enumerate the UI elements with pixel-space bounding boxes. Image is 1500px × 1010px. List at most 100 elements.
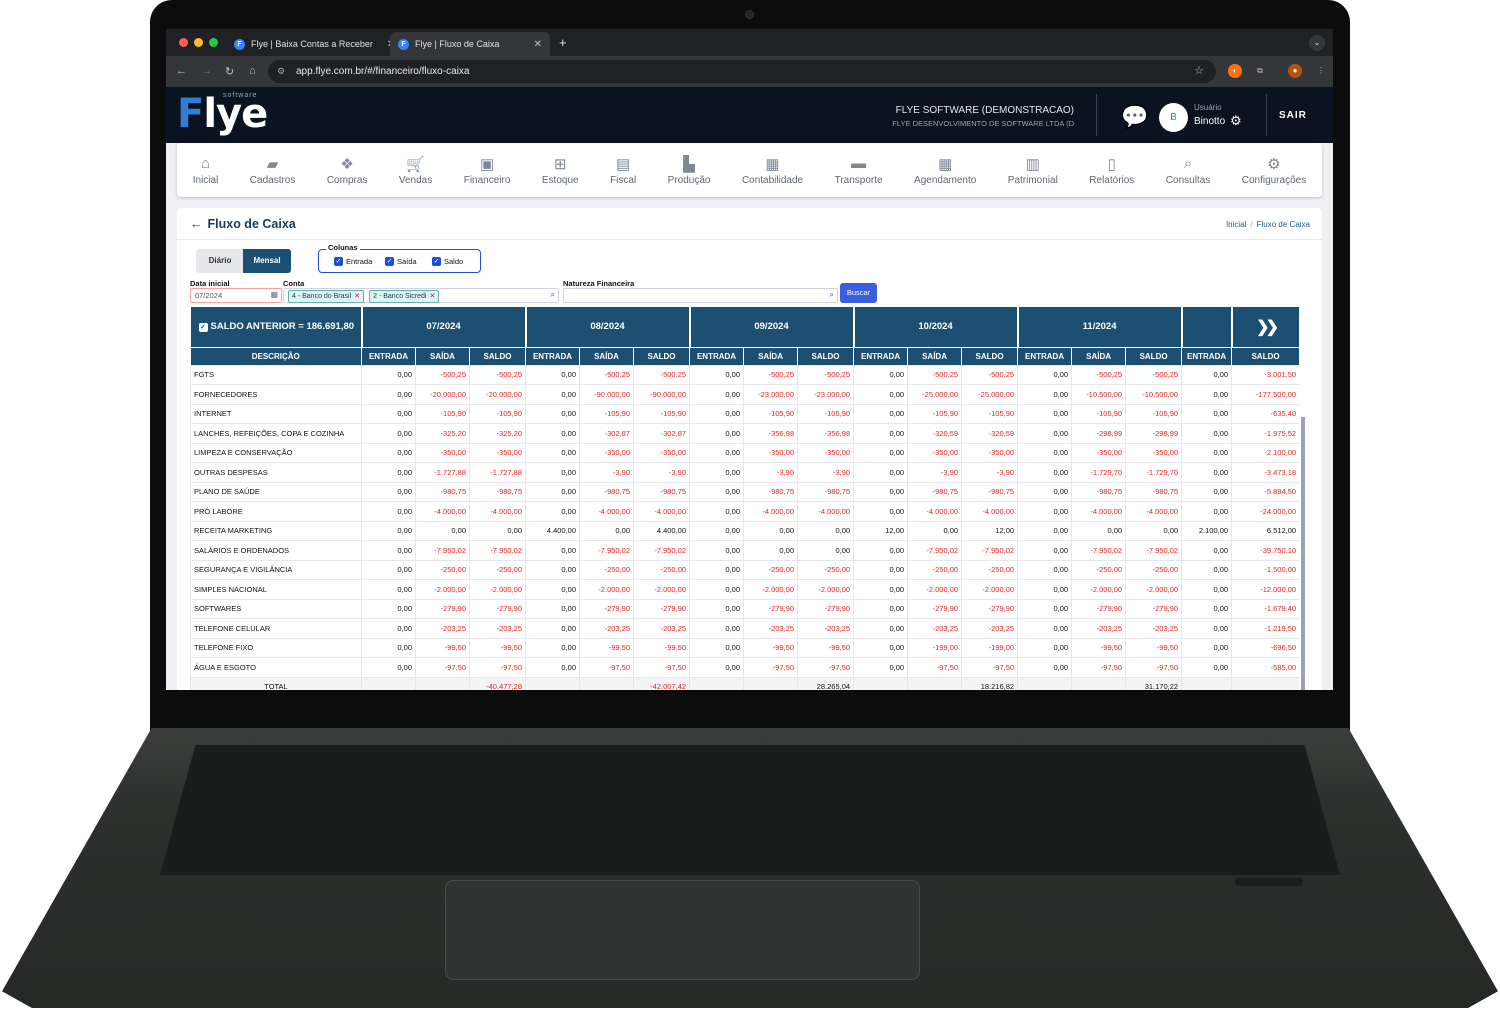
table-cell: 0,00 <box>689 579 745 600</box>
table-cell: -97,50 <box>633 657 691 678</box>
grid-scrollbar[interactable] <box>1301 417 1305 690</box>
browser-tab-1[interactable]: F Flye | Baixa Contas a Receber ✕ <box>226 32 403 56</box>
table-row[interactable]: TELEFONE CELULAR 0,00 -203,25 -203,25 0,00 -2… <box>190 618 1299 639</box>
site-info-icon[interactable]: ⚙ <box>277 66 286 76</box>
calendar-icon[interactable]: ▦ <box>270 290 278 299</box>
table-cell: -500,25 <box>797 364 855 385</box>
saldo-anterior-header[interactable]: ✓ SALDO ANTERIOR = 186.691,80 <box>190 307 363 347</box>
col-saldo-header: SALDO <box>633 346 691 365</box>
total-cell <box>743 676 799 690</box>
total-cell <box>1181 676 1233 690</box>
settings-gear-icon[interactable]: ⚙ <box>1230 113 1242 128</box>
table-row[interactable]: SALÁRIOS E ORDENADOS 0,00 -7.950,02 -7.950,… <box>190 540 1299 561</box>
view-diario-button[interactable]: Diário <box>196 249 244 273</box>
table-row[interactable]: SEGURANÇA E VIGILÂNCIA 0,00 -250,00 -250,00… <box>190 559 1299 580</box>
table-row[interactable]: INTERNET 0,00 -105,90 -105,90 0,00 -105,90 -10… <box>190 403 1299 424</box>
extensions-puzzle-icon[interactable]: ⧉ <box>1257 66 1263 75</box>
breadcrumb-inicial[interactable]: Inicial <box>1225 220 1247 229</box>
minimize-window-button[interactable] <box>194 38 203 47</box>
table-cell: 0,00 <box>525 540 581 561</box>
menu-label: Patrimonial <box>1007 174 1058 186</box>
conta-multiselect[interactable]: 4 - Banco do Brasil ✕ 2 - Banco Sicredi ✕ … <box>283 288 559 303</box>
total-cell <box>1071 676 1127 690</box>
table-cell: 0,00 <box>361 384 416 405</box>
maximize-window-button[interactable] <box>209 38 218 47</box>
menu-item-estoque[interactable]: ⊞ Estoque <box>542 155 579 186</box>
remove-chip-icon[interactable]: ✕ <box>354 293 361 300</box>
avatar[interactable]: B <box>1159 103 1188 132</box>
search-icon[interactable]: ⌕ <box>829 290 834 299</box>
forward-arrow-icon[interactable]: → <box>201 65 212 77</box>
table-row[interactable]: FGTS 0,00 -500,25 -500,25 0,00 -500,25 -500,25… <box>190 364 1299 385</box>
col-saida-checkbox[interactable]: ✓ Saída <box>385 257 417 266</box>
close-tab-icon[interactable]: ✕ <box>533 38 542 50</box>
menu-item-inicial[interactable]: ⌂ Inicial <box>193 155 219 186</box>
browser-tab-2[interactable]: F Flye | Fluxo de Caixa ✕ <box>390 32 550 56</box>
table-row[interactable]: ÁGUA E ESGOTO 0,00 -97,50 -97,50 0,00 -97,50-… <box>190 657 1299 678</box>
buscar-button[interactable]: Buscar <box>840 283 877 303</box>
table-row[interactable]: SIMPLES NACIONAL 0,00 -2.000,00 -2.000,00 0,… <box>190 579 1299 600</box>
table-row[interactable]: OUTRAS DESPESAS 0,00 -1.727,88 -1.727,88 0,0… <box>190 462 1299 483</box>
menu-item-producao[interactable]: ▙ Produção <box>668 155 711 186</box>
col-entrada-checkbox[interactable]: ✓ Entrada <box>334 257 372 266</box>
menu-item-compras[interactable]: ❖ Compras <box>327 155 368 186</box>
table-cell: -105,90 <box>1071 403 1127 424</box>
remove-chip-icon[interactable]: ✕ <box>429 293 436 300</box>
table-cell: -105,90 <box>633 403 691 424</box>
browser-menu-icon[interactable]: ⋮ <box>1317 66 1325 75</box>
chat-icon[interactable]: 💬 <box>1121 104 1149 129</box>
table-row[interactable]: SOFTWARES 0,00 -279,90 -279,90 0,00 -279,90 -2… <box>190 598 1299 619</box>
table-cell: 0,00 <box>1017 579 1073 600</box>
new-tab-button[interactable]: + <box>559 35 567 50</box>
table-cell: -250,00 <box>961 559 1019 580</box>
table-row[interactable]: LANCHES, REFEIÇÕES, COPA E COZINHA 0,00 -3… <box>190 423 1299 444</box>
bookmark-star-icon[interactable]: ☆ <box>1194 65 1204 77</box>
tab-search-icon[interactable]: ⌄ <box>1309 35 1325 51</box>
reload-icon[interactable]: ↻ <box>225 66 235 78</box>
menu-item-cadastros[interactable]: ▰ Cadastros <box>250 155 296 186</box>
logout-button[interactable]: SAIR <box>1279 110 1307 121</box>
table-cell: -4.000,00 <box>743 501 799 522</box>
table-row[interactable]: PLANO DE SAÚDE 0,00 -980,75 -980,75 0,00 -980… <box>190 481 1299 502</box>
table-row[interactable]: TELEFONE FIXO 0,00 -99,50 -99,50 0,00 -99,50-… <box>190 637 1299 658</box>
table-row[interactable]: LIMPEZA E CONSERVAÇÃO 0,00 -350,00 -350,00 0… <box>190 442 1299 463</box>
menu-item-relatorios[interactable]: ▯ Relatórios <box>1089 155 1134 186</box>
data-inicial-input[interactable]: 07/2024 ▦ <box>190 288 282 303</box>
menu-label: Consultas <box>1165 174 1211 186</box>
col-saldo-checkbox[interactable]: ✓ Saldo <box>432 257 463 266</box>
menu-item-contabilidade[interactable]: ▦ Contabilidade <box>742 155 803 186</box>
table-cell: 0,00 <box>853 598 909 619</box>
next-period-button[interactable]: ❯❯ <box>1231 307 1299 347</box>
table-cell: -980,75 <box>633 481 691 502</box>
table-row[interactable]: RECEITA MARKETING 0,00 0,00 0,00 4.400,00 0,0… <box>190 520 1299 541</box>
table-row[interactable]: PRÓ LABORE 0,00 -4.000,00 -4.000,00 0,00 -4.0… <box>190 501 1299 522</box>
breadcrumb: Inicial / Fluxo de Caixa <box>1226 220 1310 229</box>
menu-item-consultas[interactable]: ⌕ Consultas <box>1166 155 1210 186</box>
menu-item-patrimonial[interactable]: ▥ Patrimonial <box>1008 155 1058 186</box>
view-mensal-button[interactable]: Mensal <box>243 249 291 273</box>
close-window-button[interactable] <box>179 38 188 47</box>
table-row[interactable]: FORNECEDORES 0,00 -20.000,00 -20.000,00 0,00… <box>190 384 1299 405</box>
natureza-input[interactable]: ⌕ <box>563 288 838 303</box>
home-icon[interactable]: ⌂ <box>249 65 256 77</box>
back-arrow-icon[interactable]: ← <box>176 65 187 77</box>
table-cell: -279,90 <box>1125 598 1183 619</box>
menu-item-transporte[interactable]: ▬ Transporte <box>835 155 883 186</box>
table-cell: -20.000,00 <box>415 384 470 405</box>
search-icon[interactable]: ⌕ <box>550 290 555 299</box>
table-cell: 0,00 <box>361 540 416 561</box>
flye-logo[interactable]: Flye <box>177 91 268 137</box>
menu-item-vendas[interactable]: 🛒 Vendas <box>399 155 432 186</box>
menu-item-fiscal[interactable]: ▤ Fiscal <box>610 155 636 186</box>
extension-icon[interactable]: ◐ <box>1228 64 1242 78</box>
url-bar[interactable]: ⚙ app.flye.com.br/#/financeiro/fluxo-cai… <box>268 60 1216 83</box>
columns-legend: Colunas <box>326 243 360 252</box>
profile-avatar-icon[interactable]: ● <box>1288 64 1302 78</box>
table-cell: 6.512,00 <box>1231 520 1299 541</box>
total-cell <box>415 676 470 690</box>
table-cell: 0,00 <box>1017 618 1073 639</box>
menu-item-financeiro[interactable]: ▣ Financeiro <box>464 155 511 186</box>
menu-item-agendamento[interactable]: ▦ Agendamento <box>914 155 976 186</box>
menu-item-configuracoes[interactable]: ⚙ Configurações <box>1242 155 1306 186</box>
back-arrow-icon[interactable]: ← <box>190 217 203 231</box>
